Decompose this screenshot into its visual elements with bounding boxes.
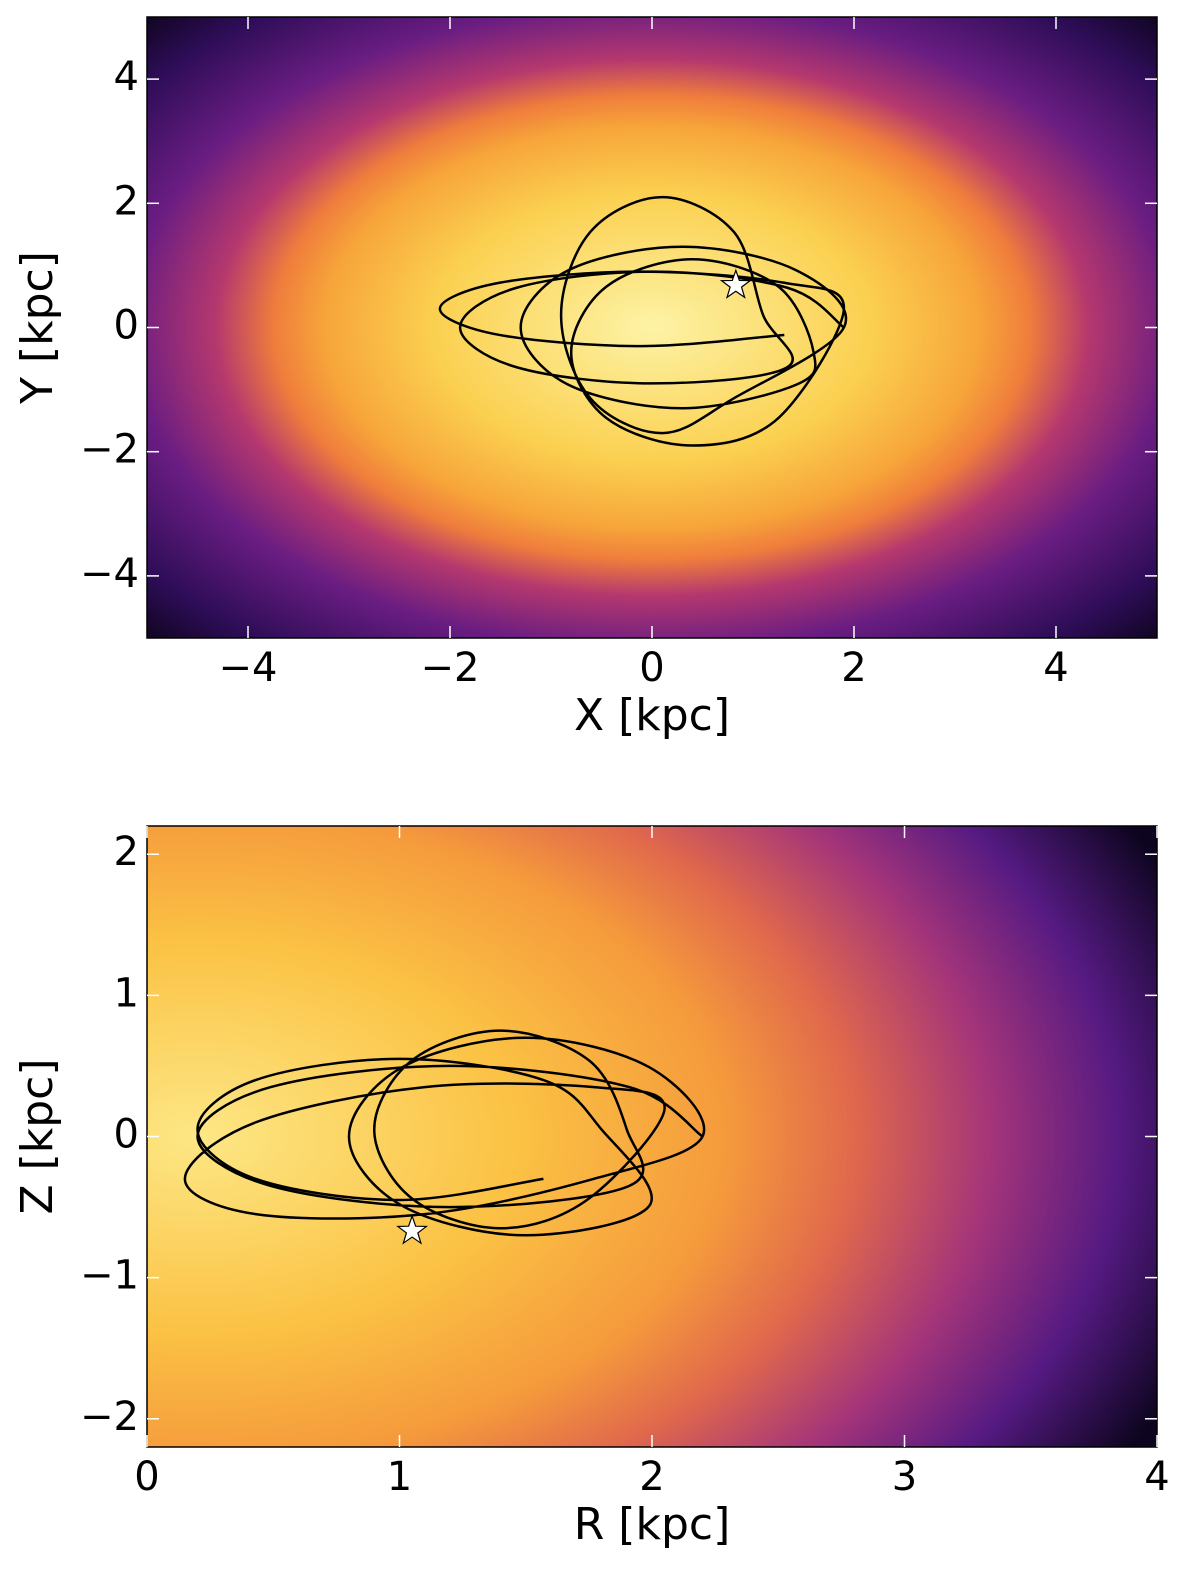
x-tick-label: 0 (639, 645, 664, 691)
y-tick-label: −2 (80, 427, 139, 473)
y-tick-label: 0 (114, 303, 139, 349)
x-tick-label: 0 (134, 1454, 159, 1500)
x-tick-label: −2 (421, 645, 480, 691)
y-tick-label: −4 (80, 551, 139, 597)
y-tick-label: 1 (114, 970, 139, 1016)
x-axis-label: X [kpc] (574, 690, 730, 741)
y-tick-label: 2 (114, 178, 139, 224)
star-marker (396, 1214, 429, 1245)
x-tick-label: 3 (892, 1454, 917, 1500)
x-tick-label: −4 (219, 645, 278, 691)
x-axis-label: R [kpc] (574, 1499, 731, 1550)
star-marker (719, 268, 752, 299)
orbit-line (438, 195, 848, 447)
orbit-line (183, 1029, 706, 1237)
y-tick-label: 0 (114, 1112, 139, 1158)
y-axis-label: Y [kpc] (12, 251, 63, 405)
x-tick-label: 4 (1144, 1454, 1169, 1500)
y-tick-label: −2 (80, 1394, 139, 1440)
x-tick-label: 2 (639, 1454, 664, 1500)
density-map (147, 826, 1157, 1447)
y-axis-label: Z [kpc] (12, 1058, 63, 1214)
x-tick-label: 4 (1043, 645, 1068, 691)
y-tick-label: 2 (114, 829, 139, 875)
x-tick-label: 2 (841, 645, 866, 691)
y-tick-label: −1 (80, 1253, 139, 1299)
density-map (147, 17, 1157, 638)
y-tick-label: 4 (114, 54, 139, 100)
x-tick-label: 1 (387, 1454, 412, 1500)
